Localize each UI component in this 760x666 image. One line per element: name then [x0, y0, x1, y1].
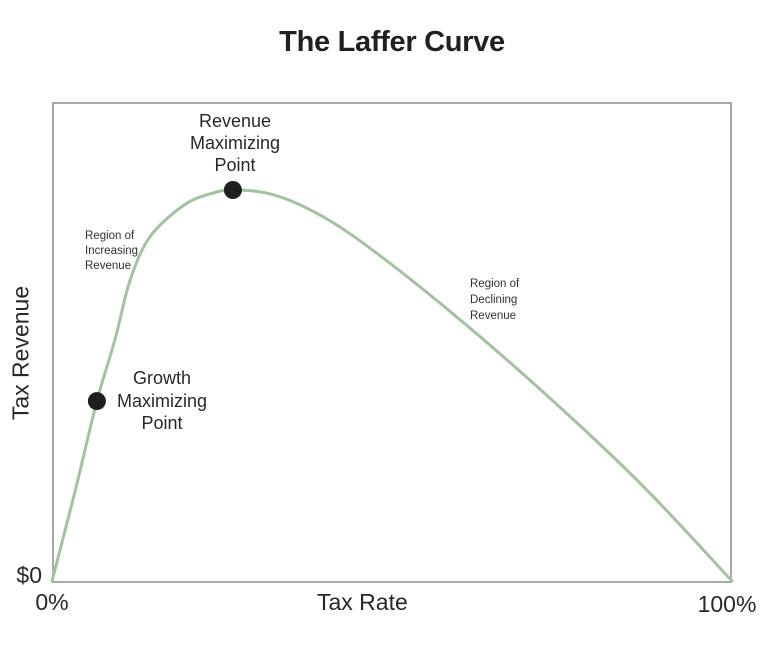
- region-increasing-revenue-label: Region of Increasing Revenue: [85, 229, 138, 274]
- x-min-tick: 0%: [35, 589, 69, 615]
- annotation-line: Revenue: [85, 260, 132, 272]
- annotation-line: Point: [214, 155, 256, 175]
- annotation-line: Increasing: [85, 245, 139, 257]
- revenue-maximizing-dot: [223, 181, 242, 199]
- y-axis-label: Tax Revenue: [7, 285, 34, 421]
- annotation-line: Maximizing: [116, 390, 208, 411]
- annotation-line: Revenue: [198, 111, 272, 131]
- growth-maximizing-dot: [87, 392, 106, 411]
- annotation-line: Revenue: [470, 310, 517, 322]
- x-max-tick: 100%: [697, 591, 757, 617]
- y-origin-tick: $0: [16, 562, 42, 588]
- region-declining-revenue-label: Region of Declining Revenue: [470, 276, 519, 324]
- annotation-line: Declining: [470, 294, 518, 306]
- chart-title: The Laffer Curve: [279, 26, 505, 58]
- plot-border: [52, 102, 732, 583]
- annotation-line: Region of: [85, 230, 135, 242]
- annotation-line: Point: [141, 413, 183, 433]
- annotation-line: Growth: [132, 368, 192, 388]
- annotation-line: Maximizing: [189, 133, 281, 153]
- revenue-maximizing-point-label: Revenue Maximizing Point: [155, 110, 315, 176]
- annotation-line: Region of: [470, 278, 520, 290]
- x-axis-label: Tax Rate: [317, 589, 408, 615]
- growth-maximizing-point-label: Growth Maximizing Point: [82, 367, 242, 435]
